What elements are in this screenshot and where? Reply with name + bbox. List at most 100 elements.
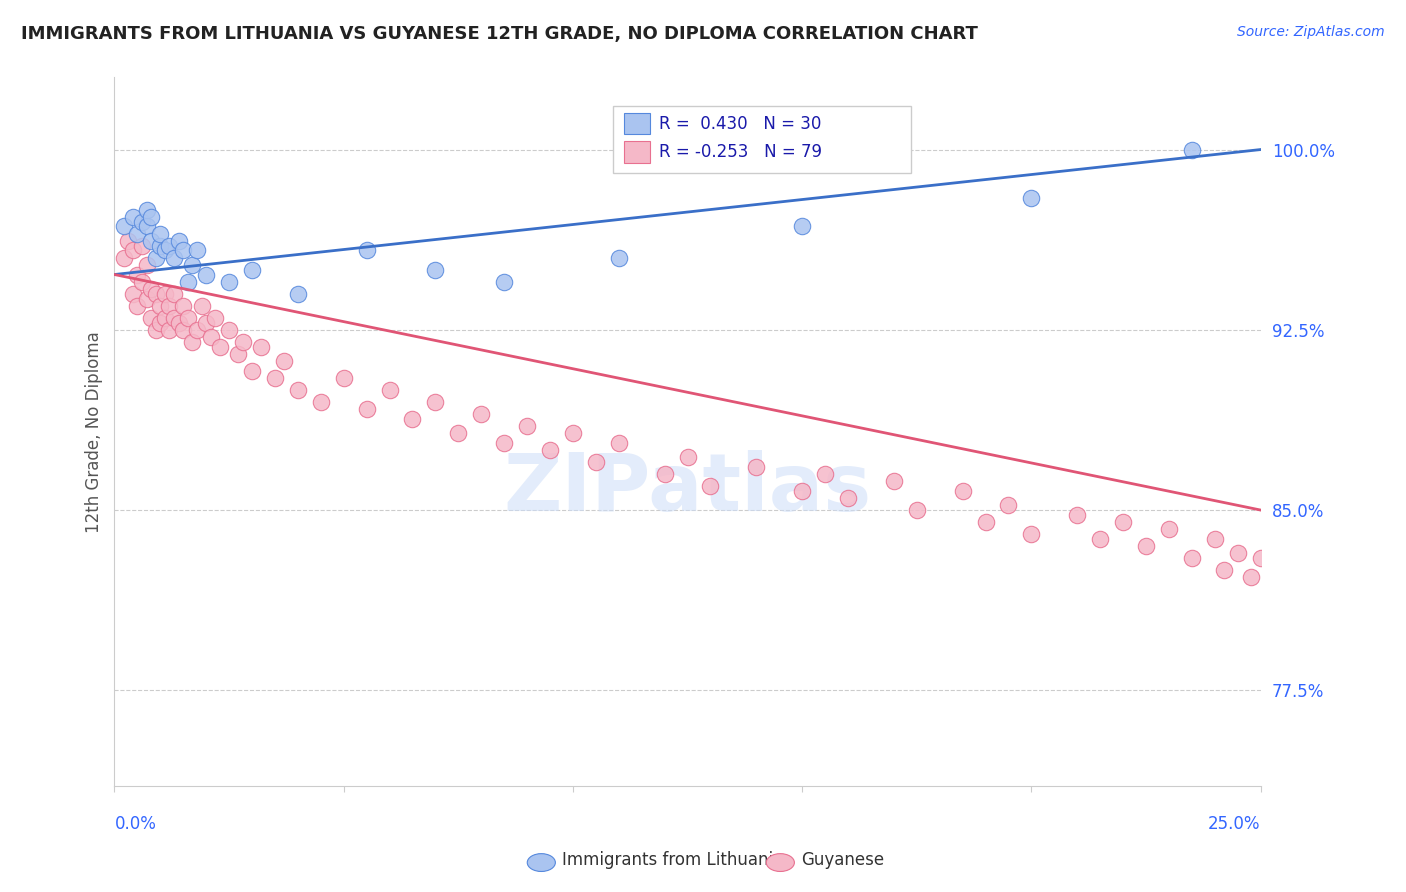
Point xyxy=(974,515,997,529)
Point xyxy=(127,299,149,313)
Y-axis label: 12th Grade, No Diploma: 12th Grade, No Diploma xyxy=(86,331,103,533)
Point xyxy=(585,455,607,469)
Point xyxy=(139,210,162,224)
Point xyxy=(117,234,139,248)
Point xyxy=(1213,563,1236,577)
Point xyxy=(121,244,143,258)
Point xyxy=(378,383,401,397)
Point xyxy=(264,371,287,385)
Point xyxy=(190,299,212,313)
FancyBboxPatch shape xyxy=(624,113,650,134)
Point xyxy=(332,371,354,385)
Point xyxy=(131,238,153,252)
Point xyxy=(837,491,859,505)
Point xyxy=(1226,546,1249,560)
Point xyxy=(159,323,181,337)
Point xyxy=(127,227,149,241)
Point xyxy=(561,426,583,441)
Point xyxy=(208,340,231,354)
Point xyxy=(1240,570,1263,584)
Point xyxy=(135,292,157,306)
Point xyxy=(181,334,204,349)
Point xyxy=(112,251,135,265)
Point xyxy=(814,467,837,481)
Point xyxy=(273,354,295,368)
Point xyxy=(163,310,186,325)
Point xyxy=(172,323,194,337)
Point xyxy=(186,244,208,258)
Point xyxy=(447,426,470,441)
Point xyxy=(1112,515,1135,529)
Point xyxy=(135,219,157,234)
Point xyxy=(1066,508,1088,522)
Point xyxy=(172,299,194,313)
Point xyxy=(159,238,181,252)
Point xyxy=(494,435,516,450)
Point xyxy=(186,323,208,337)
Point xyxy=(177,275,200,289)
Text: Immigrants from Lithuania: Immigrants from Lithuania xyxy=(562,851,783,869)
Point xyxy=(163,286,186,301)
Point xyxy=(172,244,194,258)
Point xyxy=(287,286,309,301)
Point xyxy=(139,310,162,325)
Point xyxy=(112,219,135,234)
Point xyxy=(226,347,249,361)
Text: Source: ZipAtlas.com: Source: ZipAtlas.com xyxy=(1237,25,1385,39)
Point xyxy=(139,282,162,296)
Point xyxy=(149,238,172,252)
Text: 25.0%: 25.0% xyxy=(1208,815,1261,833)
Point xyxy=(905,503,928,517)
FancyBboxPatch shape xyxy=(624,141,650,162)
Text: R = -0.253   N = 79: R = -0.253 N = 79 xyxy=(659,143,823,161)
Point xyxy=(952,483,974,498)
Point xyxy=(356,244,378,258)
Point xyxy=(1021,527,1043,541)
Point xyxy=(131,275,153,289)
Point xyxy=(745,459,768,474)
Point xyxy=(127,268,149,282)
Point xyxy=(149,227,172,241)
Point xyxy=(121,210,143,224)
Point xyxy=(309,395,332,409)
Text: IMMIGRANTS FROM LITHUANIA VS GUYANESE 12TH GRADE, NO DIPLOMA CORRELATION CHART: IMMIGRANTS FROM LITHUANIA VS GUYANESE 12… xyxy=(21,25,979,43)
Point xyxy=(538,442,561,457)
Point xyxy=(607,435,630,450)
Point xyxy=(516,419,538,434)
Point xyxy=(163,251,186,265)
Point xyxy=(121,286,143,301)
Point xyxy=(792,219,814,234)
Point xyxy=(1135,539,1157,553)
Point xyxy=(676,450,699,465)
Point xyxy=(1181,551,1204,566)
Point xyxy=(139,234,162,248)
Point xyxy=(425,395,447,409)
Point xyxy=(699,479,721,493)
Point xyxy=(145,286,167,301)
Point xyxy=(1021,191,1043,205)
Point xyxy=(167,234,190,248)
Point xyxy=(1157,522,1180,536)
Point xyxy=(240,364,263,378)
Point xyxy=(654,467,676,481)
Point xyxy=(153,310,176,325)
Text: Guyanese: Guyanese xyxy=(801,851,884,869)
Point xyxy=(153,244,176,258)
Point xyxy=(250,340,273,354)
Point xyxy=(607,251,630,265)
Point xyxy=(200,330,222,344)
Point xyxy=(425,262,447,277)
Point xyxy=(997,498,1019,512)
Point xyxy=(232,334,254,349)
Point xyxy=(159,299,181,313)
Point xyxy=(131,214,153,228)
Point xyxy=(401,411,423,425)
Point xyxy=(177,310,200,325)
Point xyxy=(1181,143,1204,157)
Point xyxy=(153,286,176,301)
Point xyxy=(494,275,516,289)
Point xyxy=(1088,532,1111,546)
Point xyxy=(167,316,190,330)
Text: ZIPatlas: ZIPatlas xyxy=(503,450,872,528)
Point xyxy=(149,316,172,330)
